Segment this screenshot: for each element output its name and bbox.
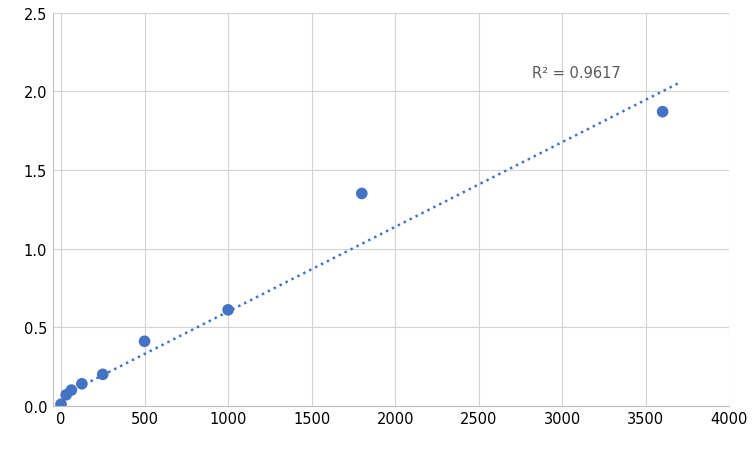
Text: R² = 0.9617: R² = 0.9617 — [532, 66, 621, 81]
Point — [65, 387, 77, 394]
Point — [60, 391, 72, 399]
Point — [138, 338, 150, 345]
Point — [55, 401, 67, 408]
Point — [656, 109, 669, 116]
Point — [97, 371, 109, 378]
Point — [222, 307, 234, 314]
Point — [76, 380, 88, 387]
Point — [356, 190, 368, 198]
